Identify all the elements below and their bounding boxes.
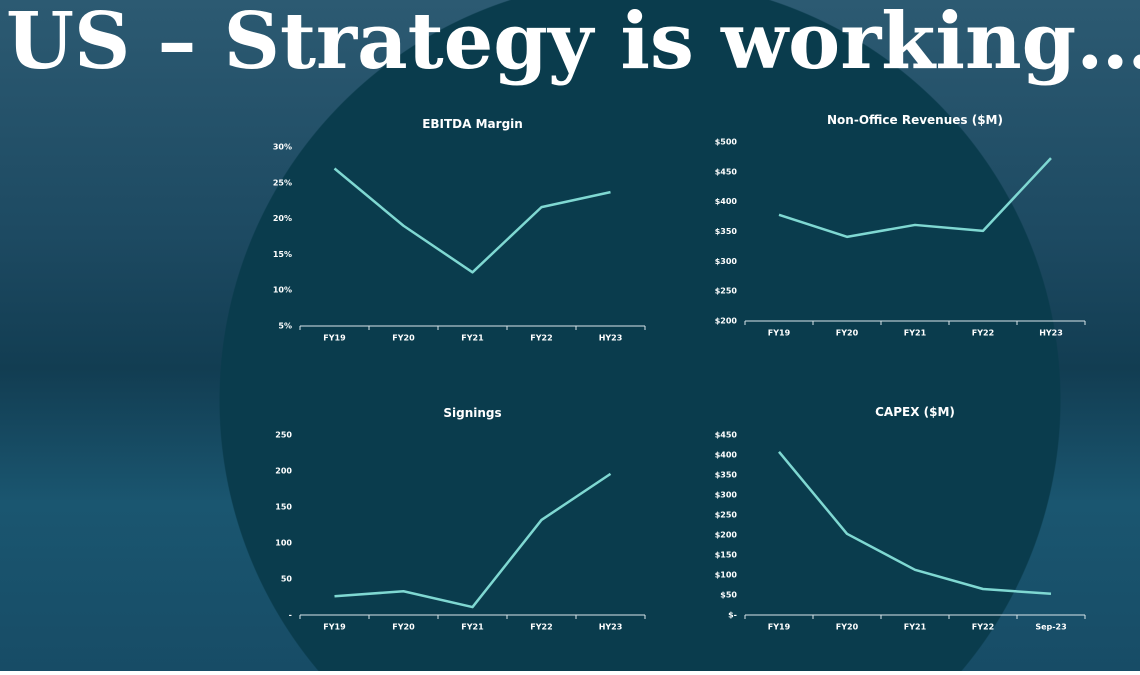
y-tick-label: $150 bbox=[715, 551, 738, 560]
x-tick-label: FY22 bbox=[530, 334, 552, 343]
y-tick-label: 30% bbox=[273, 143, 292, 152]
x-tick-label: HY23 bbox=[599, 623, 623, 632]
y-tick-label: 250 bbox=[275, 431, 292, 440]
slide-title: US – Strategy is working… bbox=[6, 0, 1140, 87]
x-tick-label: FY21 bbox=[904, 623, 927, 632]
line bbox=[334, 472, 612, 609]
x-tick-label: FY22 bbox=[972, 329, 994, 338]
line bbox=[778, 157, 1052, 239]
chart-title: EBITDA Margin bbox=[422, 117, 523, 131]
y-tick-label: $400 bbox=[715, 197, 738, 206]
y-tick-label: $- bbox=[728, 611, 737, 620]
y-tick-label: $450 bbox=[715, 167, 738, 176]
line bbox=[333, 167, 611, 274]
y-tick-label: $300 bbox=[715, 491, 738, 500]
x-tick-label: FY20 bbox=[392, 623, 415, 632]
y-tick-label: $200 bbox=[715, 317, 738, 326]
y-tick-label: 200 bbox=[275, 467, 292, 476]
x-tick-label: HY23 bbox=[1039, 329, 1063, 338]
y-tick-label: $400 bbox=[715, 451, 738, 460]
y-tick-label: 10% bbox=[273, 286, 292, 295]
x-tick-label: HY23 bbox=[599, 334, 623, 343]
y-tick-label: $300 bbox=[715, 257, 738, 266]
x-tick-label: FY20 bbox=[392, 334, 415, 343]
x-tick-label: Sep-23 bbox=[1035, 623, 1066, 632]
y-tick-label: 150 bbox=[275, 503, 292, 512]
y-tick-label: $50 bbox=[720, 591, 737, 600]
chart-title: Signings bbox=[443, 406, 501, 420]
y-tick-label: $200 bbox=[715, 531, 738, 540]
chart-title: Non-Office Revenues ($M) bbox=[827, 113, 1003, 127]
y-tick-label: 20% bbox=[273, 214, 292, 223]
y-tick-label: $250 bbox=[715, 511, 738, 520]
line bbox=[778, 451, 1052, 596]
y-tick-label: $450 bbox=[715, 431, 738, 440]
x-tick-label: FY20 bbox=[836, 329, 859, 338]
y-tick-label: 5% bbox=[278, 322, 292, 331]
y-tick-label: $350 bbox=[715, 227, 738, 236]
x-tick-label: FY19 bbox=[768, 623, 791, 632]
x-tick-label: FY21 bbox=[904, 329, 927, 338]
y-tick-label: $500 bbox=[715, 138, 738, 147]
y-tick-label: 25% bbox=[273, 178, 292, 187]
chart-title: CAPEX ($M) bbox=[875, 405, 955, 419]
y-tick-label: $250 bbox=[715, 287, 738, 296]
x-tick-label: FY22 bbox=[530, 623, 552, 632]
x-tick-label: FY20 bbox=[836, 623, 859, 632]
y-tick-label: $350 bbox=[715, 471, 738, 480]
x-tick-label: FY19 bbox=[768, 329, 791, 338]
x-tick-label: FY21 bbox=[461, 334, 484, 343]
x-tick-label: FY19 bbox=[323, 334, 346, 343]
y-tick-label: $100 bbox=[715, 571, 738, 580]
y-tick-label: - bbox=[289, 611, 292, 620]
x-tick-label: FY19 bbox=[323, 623, 346, 632]
y-tick-label: 15% bbox=[273, 250, 292, 259]
y-tick-label: 50 bbox=[281, 575, 293, 584]
x-tick-label: FY22 bbox=[972, 623, 994, 632]
x-tick-label: FY21 bbox=[461, 623, 484, 632]
y-tick-label: 100 bbox=[275, 539, 292, 548]
